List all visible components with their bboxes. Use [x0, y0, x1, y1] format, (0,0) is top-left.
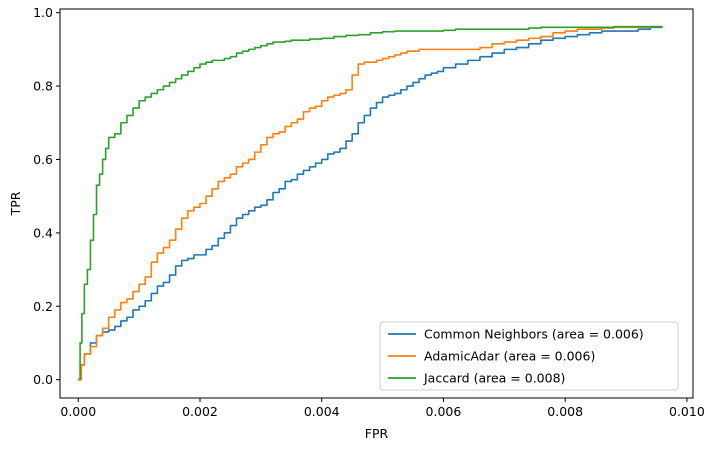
legend: Common Neighbors (area = 0.006) AdamicAda…	[379, 321, 679, 391]
y-tick-label: 0.2	[33, 299, 53, 314]
y-tick-label: 0.6	[33, 152, 53, 167]
x-axis-label: FPR	[365, 426, 389, 441]
x-tick-label: 0.010	[669, 404, 705, 419]
x-tick-label: 0.004	[304, 404, 340, 419]
y-axis-label: TPR	[8, 191, 23, 216]
series-line-1	[78, 25, 663, 381]
legend-box	[379, 321, 679, 391]
series-layer	[78, 25, 663, 381]
y-tick-label: 0.8	[33, 79, 53, 94]
legend-label-2: Jaccard (area = 0.008)	[423, 371, 565, 386]
legend-label-1: AdamicAdar (area = 0.006)	[424, 349, 595, 364]
series-line-0	[78, 26, 663, 381]
y-tick-label: 1.0	[33, 5, 53, 20]
x-tick-label: 0.002	[182, 404, 218, 419]
x-axis-ticks: 0.000 0.002 0.004 0.006 0.008 0.010	[60, 398, 705, 419]
y-tick-label: 0.0	[33, 372, 53, 387]
x-tick-label: 0.006	[426, 404, 462, 419]
legend-label-0: Common Neighbors (area = 0.006)	[424, 327, 644, 342]
y-tick-label: 0.4	[33, 225, 53, 240]
x-tick-label: 0.000	[60, 404, 96, 419]
y-axis-ticks: 0.0 0.2 0.4 0.6 0.8 1.0	[33, 5, 60, 387]
x-tick-label: 0.008	[547, 404, 583, 419]
series-line-2	[78, 25, 663, 381]
plot-frame	[59, 8, 694, 399]
